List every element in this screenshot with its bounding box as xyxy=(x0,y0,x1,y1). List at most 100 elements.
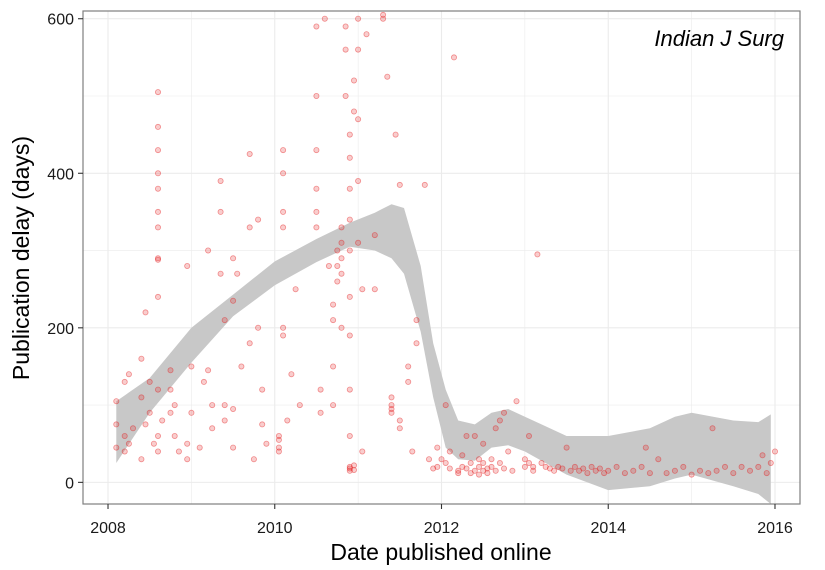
y-tick-label: 0 xyxy=(65,475,74,492)
data-point xyxy=(113,444,120,451)
data-point xyxy=(346,332,353,339)
data-point xyxy=(154,185,161,192)
data-point xyxy=(409,448,416,455)
data-point xyxy=(167,386,174,393)
data-point xyxy=(442,402,449,409)
data-point xyxy=(334,247,341,254)
data-point xyxy=(167,367,174,374)
data-point xyxy=(396,181,403,188)
data-point xyxy=(230,297,237,304)
data-point xyxy=(121,432,128,439)
data-point xyxy=(767,459,774,466)
data-point xyxy=(467,459,474,466)
data-point xyxy=(621,470,628,477)
y-tick-label: 400 xyxy=(47,166,74,183)
data-point xyxy=(296,402,303,409)
data-point xyxy=(580,465,587,472)
data-point xyxy=(217,208,224,215)
data-point xyxy=(455,470,462,477)
data-point xyxy=(484,465,491,472)
data-point xyxy=(596,465,603,472)
data-point xyxy=(605,467,612,474)
data-point xyxy=(722,463,729,470)
panel-label: Indian J Surg xyxy=(654,26,784,51)
data-point xyxy=(355,177,362,184)
data-point xyxy=(371,232,378,239)
data-point xyxy=(546,465,553,472)
data-point xyxy=(638,463,645,470)
data-point xyxy=(613,463,620,470)
data-point xyxy=(113,421,120,428)
data-point xyxy=(246,340,253,347)
data-point xyxy=(388,394,395,401)
data-point xyxy=(772,448,779,455)
data-point xyxy=(346,131,353,138)
data-point xyxy=(405,378,412,385)
data-point xyxy=(275,436,282,443)
data-point xyxy=(313,208,320,215)
data-point xyxy=(313,185,320,192)
data-point xyxy=(534,251,541,258)
data-point xyxy=(154,89,161,96)
data-point xyxy=(755,463,762,470)
x-tick-label: 2012 xyxy=(424,520,460,537)
data-point xyxy=(688,471,695,478)
data-point xyxy=(142,309,149,316)
data-point xyxy=(463,432,470,439)
data-point xyxy=(255,324,262,331)
data-point xyxy=(275,432,282,439)
data-point xyxy=(154,147,161,154)
data-point xyxy=(280,332,287,339)
data-point xyxy=(446,465,453,472)
data-point xyxy=(371,286,378,293)
data-point xyxy=(413,340,420,347)
data-point xyxy=(642,444,649,451)
data-point xyxy=(346,467,353,474)
data-point xyxy=(763,470,770,477)
data-point xyxy=(630,467,637,474)
data-point xyxy=(392,131,399,138)
data-point xyxy=(184,456,191,463)
data-point xyxy=(113,398,120,405)
data-point xyxy=(388,402,395,409)
data-point xyxy=(388,405,395,412)
data-point xyxy=(346,247,353,254)
data-point xyxy=(355,46,362,53)
data-point xyxy=(601,470,608,477)
data-point xyxy=(171,432,178,439)
data-point xyxy=(576,467,583,474)
data-point xyxy=(154,208,161,215)
data-point xyxy=(330,402,337,409)
data-point xyxy=(475,456,482,463)
data-point xyxy=(480,440,487,447)
data-point xyxy=(413,317,420,324)
data-point xyxy=(475,471,482,478)
data-point xyxy=(209,425,216,432)
data-point xyxy=(338,224,345,231)
data-point xyxy=(492,467,499,474)
data-point xyxy=(350,462,357,469)
data-point xyxy=(480,459,487,466)
data-point xyxy=(129,425,136,432)
data-point xyxy=(342,93,349,100)
data-point xyxy=(530,467,537,474)
data-point xyxy=(346,216,353,223)
data-point xyxy=(346,386,353,393)
data-point xyxy=(196,444,203,451)
data-point xyxy=(438,456,445,463)
data-point xyxy=(484,470,491,477)
data-point xyxy=(313,93,320,100)
x-axis-title: Date published online xyxy=(330,539,551,565)
data-point xyxy=(338,255,345,262)
data-point xyxy=(396,417,403,424)
data-point xyxy=(350,466,357,473)
data-point xyxy=(234,270,241,277)
data-point xyxy=(330,301,337,308)
data-point xyxy=(467,470,474,477)
data-point xyxy=(505,448,512,455)
data-point xyxy=(663,470,670,477)
data-point xyxy=(121,448,128,455)
data-point xyxy=(221,417,228,424)
data-point xyxy=(563,444,570,451)
